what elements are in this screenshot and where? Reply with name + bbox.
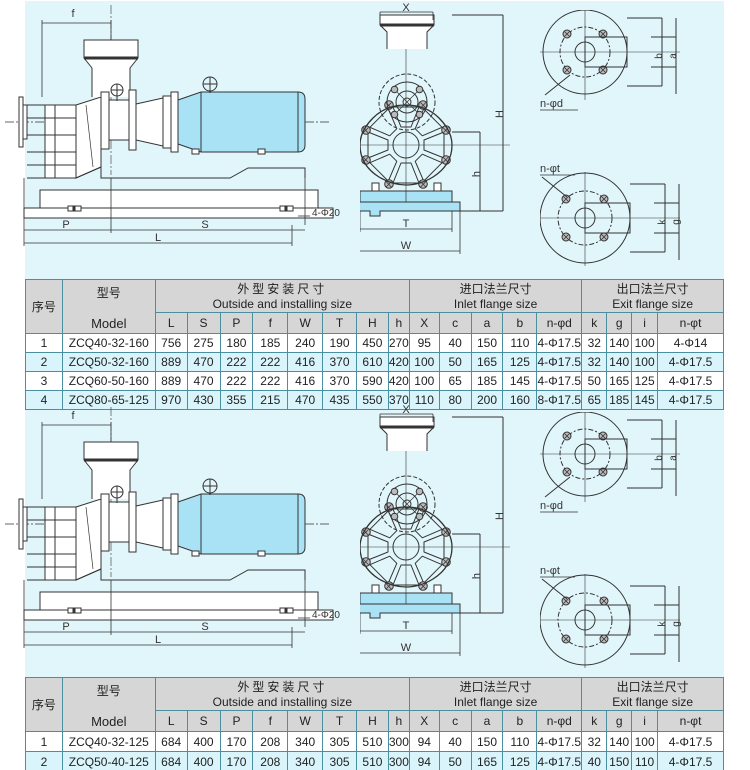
svg-text:P: P (62, 219, 69, 231)
svg-text:T: T (403, 620, 410, 632)
svg-text:S: S (201, 621, 208, 633)
svg-text:L: L (155, 634, 161, 646)
svg-text:T: T (403, 218, 410, 230)
svg-text:W: W (401, 240, 412, 252)
svg-text:X: X (402, 404, 410, 416)
svg-text:b: b (654, 455, 665, 461)
svg-text:g: g (671, 219, 682, 225)
svg-text:W: W (401, 642, 412, 654)
svg-text:P: P (62, 621, 69, 633)
svg-text:n-φt: n-φt (540, 565, 560, 577)
svg-text:n-φd: n-φd (540, 500, 563, 512)
svg-text:k: k (657, 621, 668, 627)
svg-text:S: S (201, 219, 208, 231)
svg-text:4-Φ20: 4-Φ20 (312, 610, 340, 621)
svg-text:b: b (654, 53, 665, 59)
svg-text:n-φd: n-φd (540, 98, 563, 110)
svg-text:4-Φ20: 4-Φ20 (312, 208, 340, 219)
svg-text:g: g (671, 621, 682, 627)
svg-text:n-φt: n-φt (540, 163, 560, 175)
svg-text:a: a (668, 53, 679, 59)
svg-text:k: k (657, 219, 668, 225)
svg-text:a: a (668, 455, 679, 461)
svg-text:L: L (155, 232, 161, 244)
svg-text:X: X (402, 2, 410, 14)
